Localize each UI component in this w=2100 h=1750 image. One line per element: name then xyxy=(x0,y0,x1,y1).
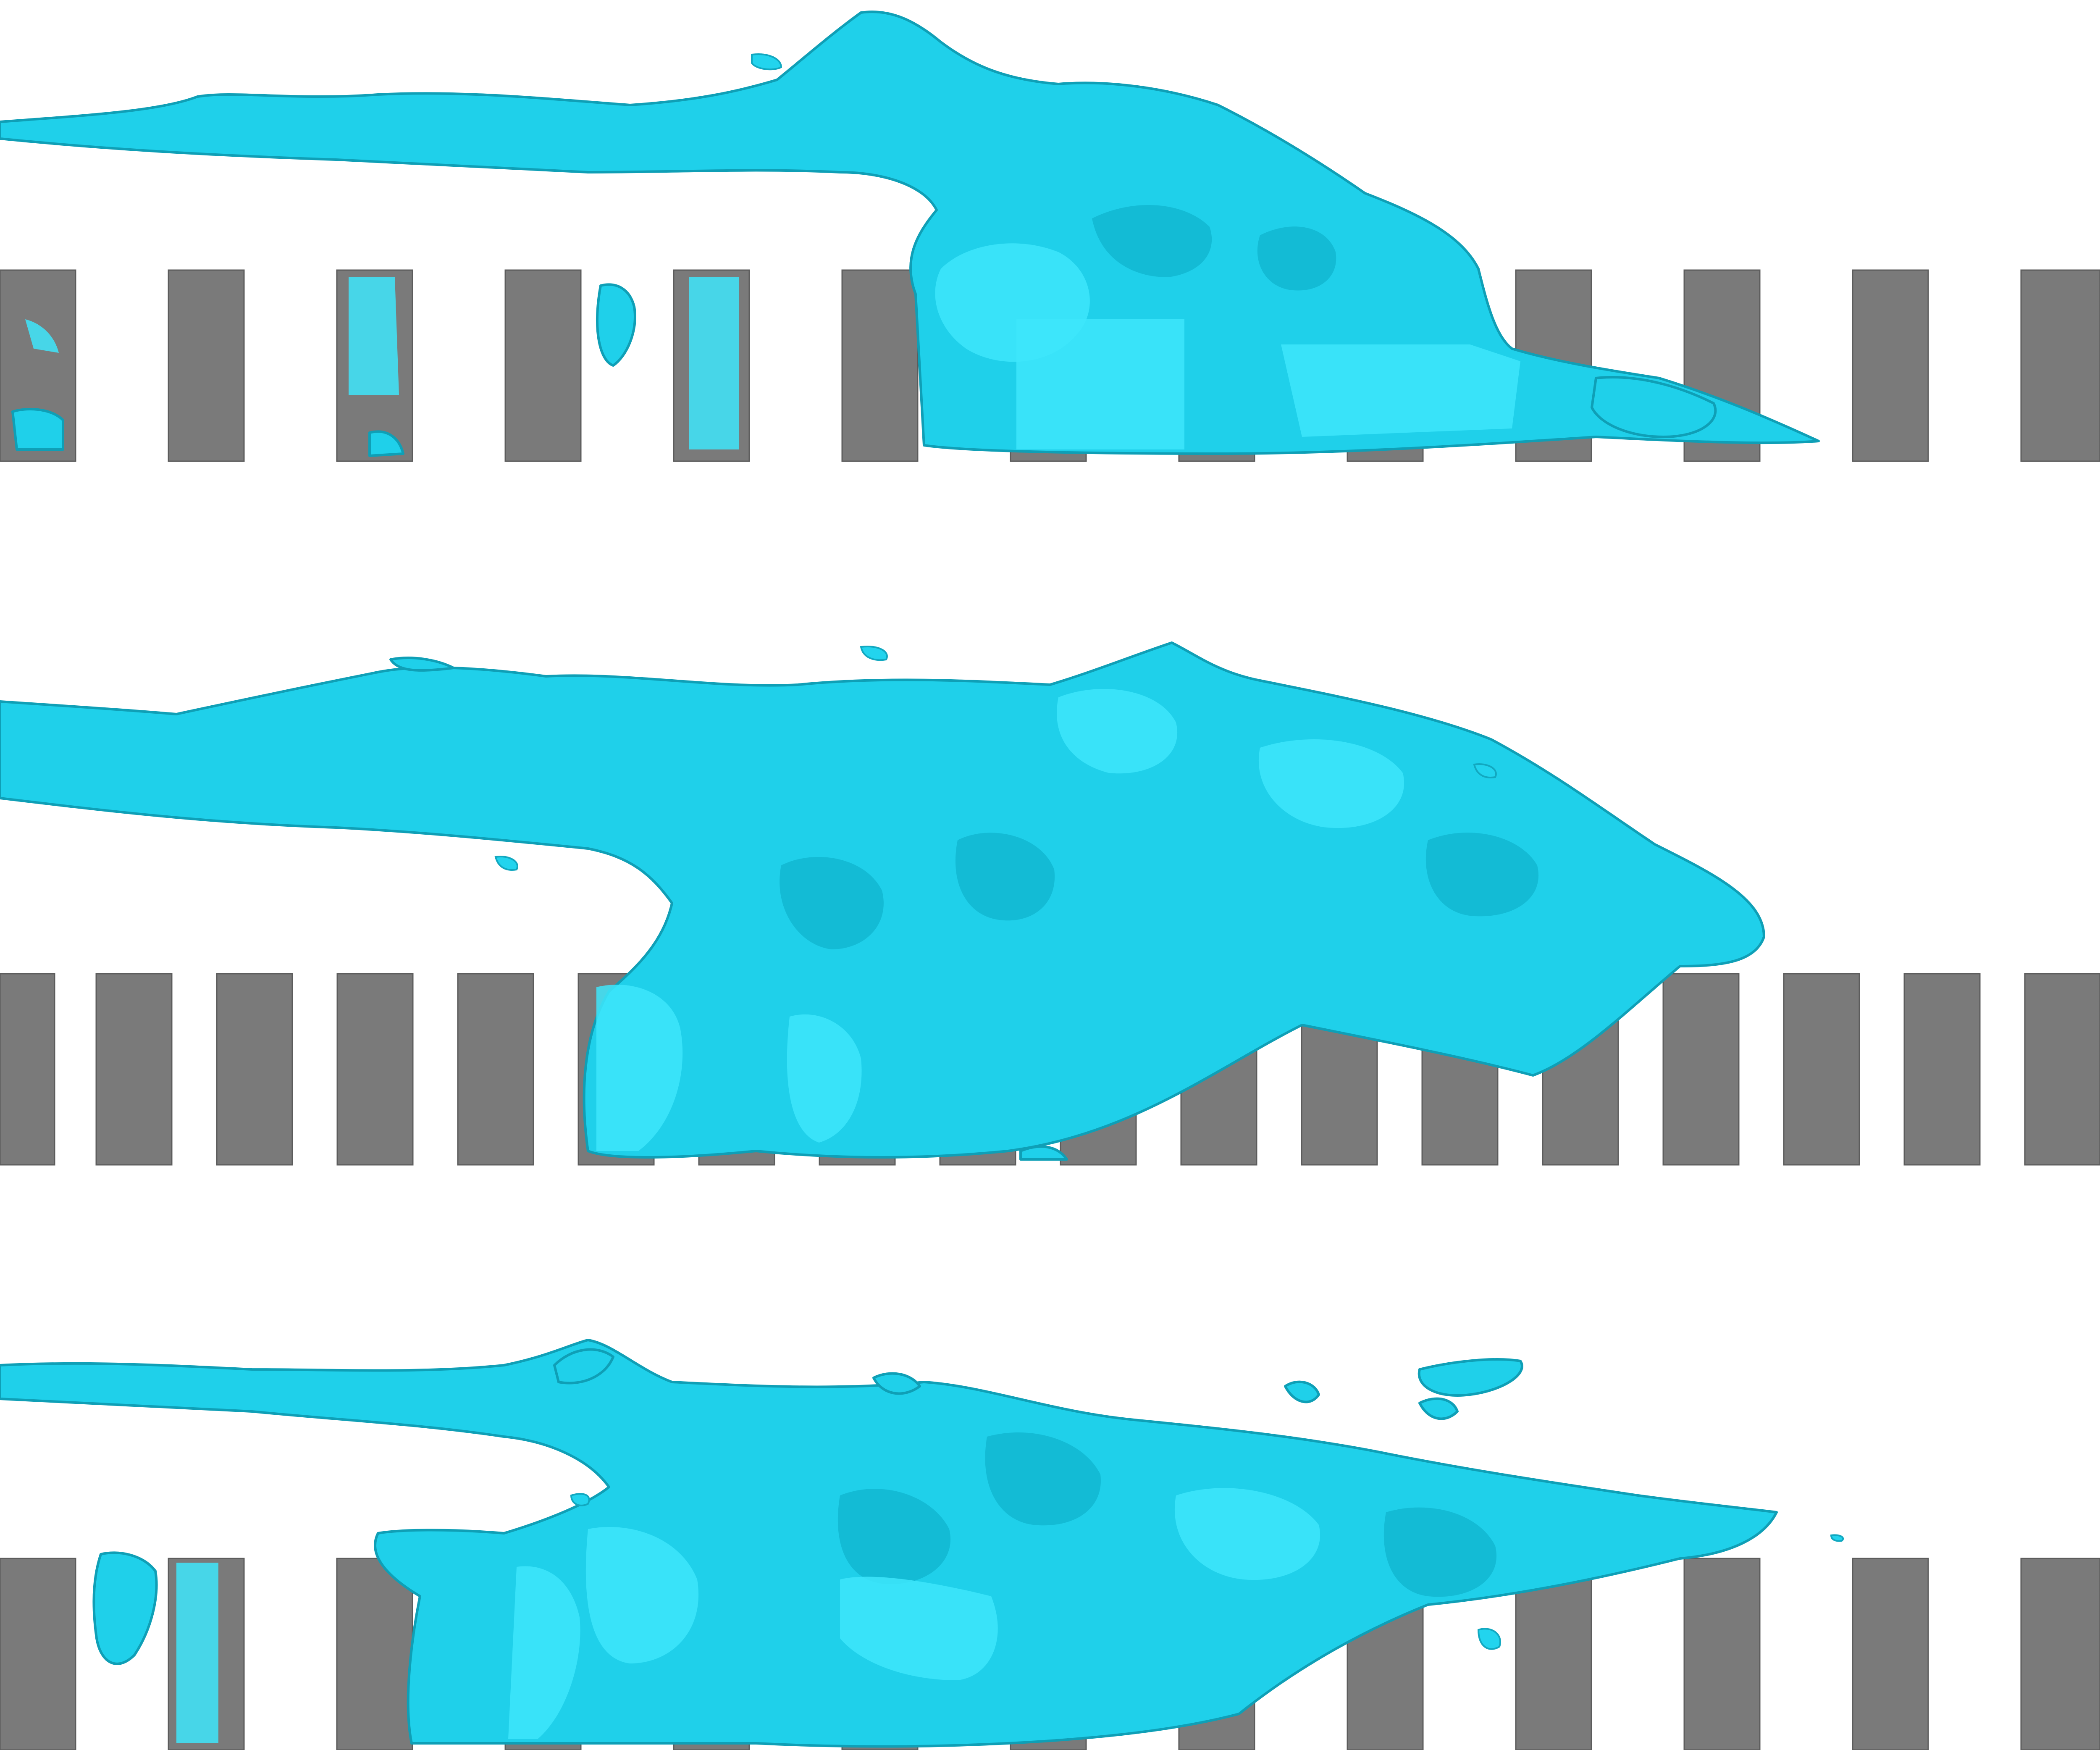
vortex-structure-top xyxy=(0,11,1820,457)
panel-bottom xyxy=(0,1339,2100,1750)
vortex-structure-bottom xyxy=(0,1339,1844,1748)
panel-middle xyxy=(0,641,2100,1166)
panel-top xyxy=(0,11,2100,462)
vortex-structure-middle xyxy=(0,641,1765,1161)
